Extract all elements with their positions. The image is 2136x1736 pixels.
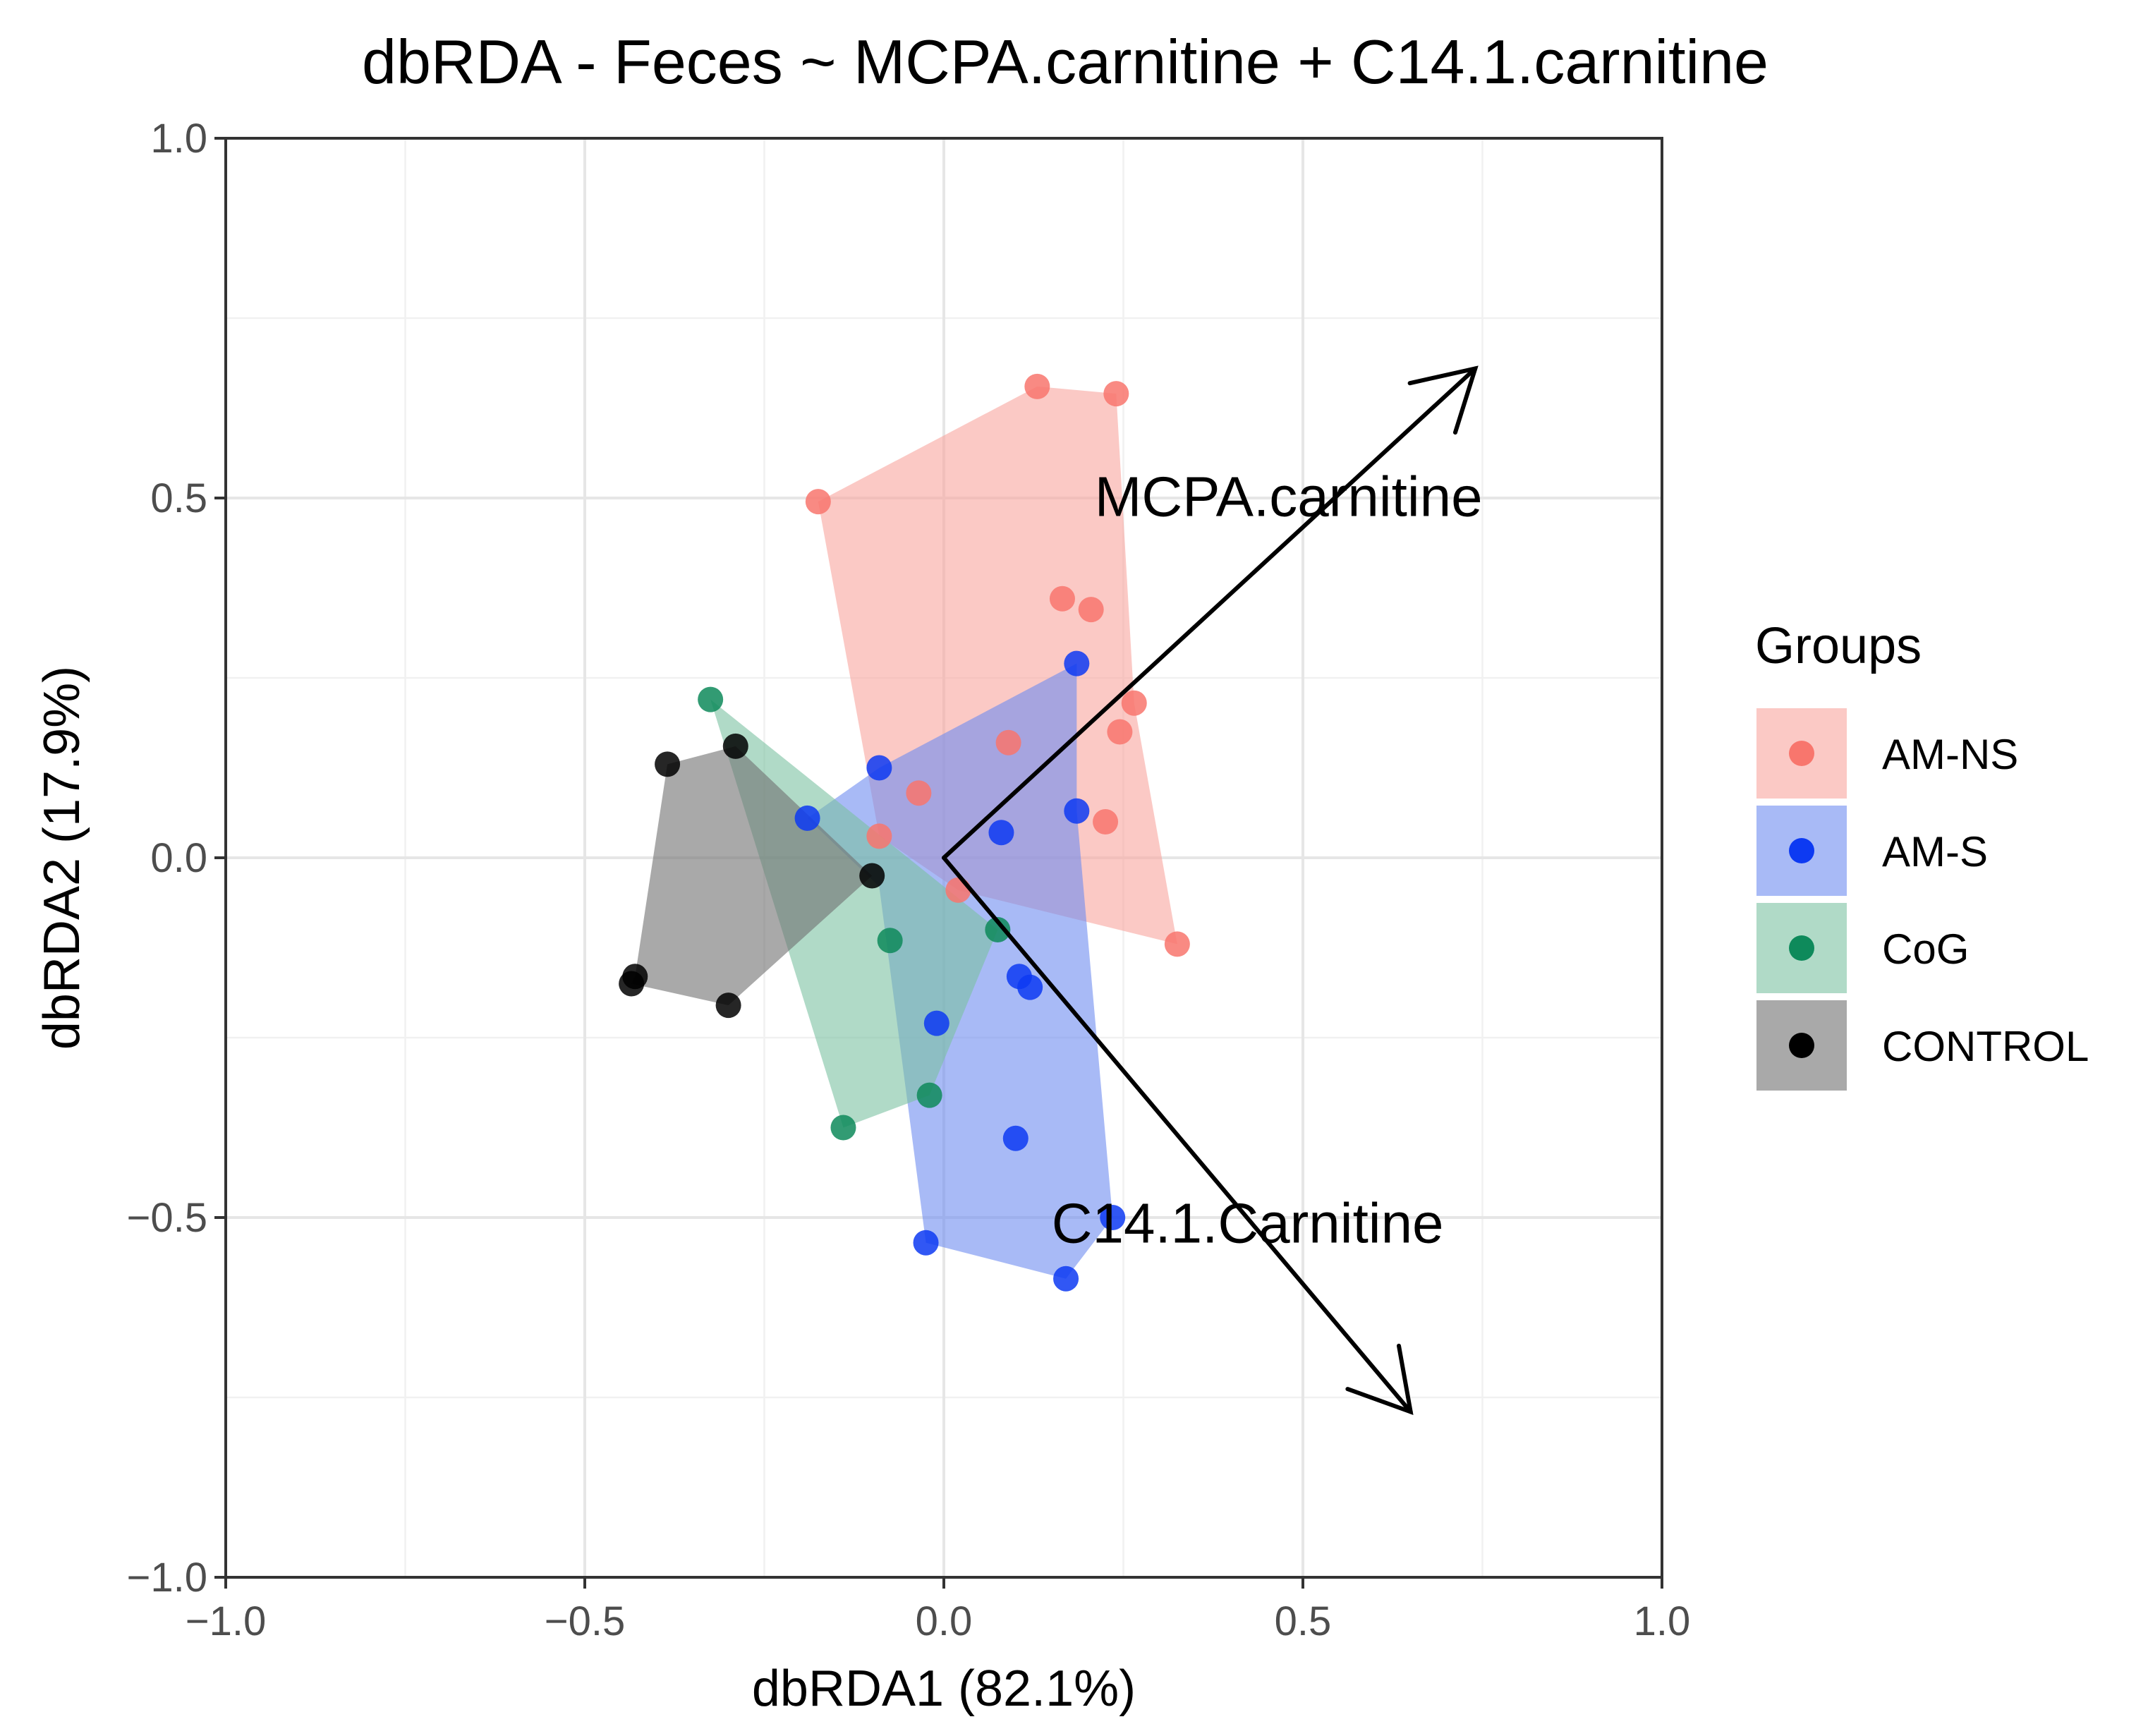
chart-title: dbRDA - Feces ~ MCPA.carnitine + C14.1.c… bbox=[362, 27, 1768, 97]
legend-title: Groups bbox=[1755, 618, 1922, 674]
point-cog bbox=[877, 928, 903, 954]
point-am-s bbox=[1002, 1125, 1028, 1151]
point-am-ns bbox=[995, 729, 1021, 755]
point-cog bbox=[830, 1115, 856, 1141]
point-am-ns bbox=[1049, 585, 1075, 612]
legend-label: CONTROL bbox=[1882, 1023, 2089, 1070]
legend-label: AM-NS bbox=[1882, 731, 2018, 778]
point-am-ns bbox=[1093, 809, 1119, 834]
arrow-shaft bbox=[942, 366, 1478, 860]
point-am-s bbox=[1064, 798, 1090, 824]
point-control bbox=[859, 863, 885, 889]
legend-label: AM-S bbox=[1882, 828, 1988, 875]
legend-item-am-s: AM-S bbox=[1756, 806, 1988, 896]
legend-label: CoG bbox=[1882, 925, 1969, 973]
point-am-s bbox=[923, 1010, 949, 1036]
point-control bbox=[715, 993, 741, 1019]
point-cog bbox=[916, 1082, 942, 1108]
legend-key-point bbox=[1789, 741, 1814, 766]
arrow-label: MCPA.carnitine bbox=[1095, 466, 1483, 528]
point-am-s bbox=[1053, 1265, 1079, 1292]
point-am-ns bbox=[805, 489, 831, 515]
point-cog bbox=[698, 686, 724, 712]
point-am-ns bbox=[866, 823, 892, 849]
data-points bbox=[619, 373, 1190, 1292]
arrow-label: C14.1.Carnitine bbox=[1052, 1192, 1444, 1255]
point-am-ns bbox=[1078, 597, 1104, 623]
point-control bbox=[619, 971, 645, 997]
y-tick-label: 1.0 bbox=[150, 116, 207, 162]
y-tick-label: −0.5 bbox=[127, 1195, 208, 1241]
y-tick-label: −1.0 bbox=[127, 1555, 208, 1601]
x-tick-label: −1.0 bbox=[186, 1598, 267, 1644]
arrow-head bbox=[1407, 365, 1479, 435]
point-am-ns bbox=[1103, 381, 1129, 407]
point-cog bbox=[985, 917, 1011, 942]
point-am-ns bbox=[1024, 373, 1050, 399]
point-am-s bbox=[1100, 1205, 1126, 1230]
point-am-ns bbox=[1107, 719, 1133, 745]
point-am-s bbox=[988, 820, 1014, 846]
axes: −1.0 −0.5 0.0 0.5 1.0 −1.0 −0.5 0.0 0.5 1.0 bbox=[127, 116, 1691, 1644]
biplot-arrows: MCPA.carnitine C14.1.Carnitine bbox=[942, 365, 1483, 1415]
point-am-s bbox=[866, 755, 892, 781]
point-am-s bbox=[1017, 974, 1043, 1000]
legend-key-point bbox=[1789, 935, 1814, 961]
point-control bbox=[655, 751, 681, 777]
legend-key-point bbox=[1789, 838, 1814, 863]
x-tick-label: 0.5 bbox=[1275, 1598, 1332, 1644]
point-am-s bbox=[794, 805, 820, 831]
legend-key-point bbox=[1789, 1033, 1814, 1058]
legend-item-control: CONTROL bbox=[1756, 1000, 2089, 1091]
legend-item-am-ns: AM-NS bbox=[1756, 708, 2018, 799]
point-am-ns bbox=[945, 877, 971, 903]
arrow-head bbox=[1345, 1343, 1414, 1415]
point-am-ns bbox=[1164, 931, 1190, 957]
point-am-s bbox=[1064, 650, 1090, 676]
y-axis-title: dbRDA2 (17.9%) bbox=[34, 666, 90, 1050]
point-am-ns bbox=[1121, 690, 1147, 716]
point-am-ns bbox=[906, 780, 932, 806]
arrow-shaft bbox=[942, 856, 1413, 1414]
hull-control bbox=[631, 746, 873, 1006]
point-am-s bbox=[913, 1230, 939, 1256]
x-tick-label: 1.0 bbox=[1634, 1598, 1691, 1644]
legend-item-cog: CoG bbox=[1756, 903, 1969, 993]
y-tick-label: 0.0 bbox=[150, 835, 207, 881]
y-tick-label: 0.5 bbox=[150, 475, 207, 521]
x-axis-title: dbRDA1 (82.1%) bbox=[752, 1661, 1136, 1717]
x-tick-label: −0.5 bbox=[545, 1598, 626, 1644]
legend: Groups AM-NS AM-S CoG CONTROL bbox=[1755, 618, 2089, 1091]
point-control bbox=[722, 733, 748, 759]
x-tick-label: 0.0 bbox=[916, 1598, 973, 1644]
